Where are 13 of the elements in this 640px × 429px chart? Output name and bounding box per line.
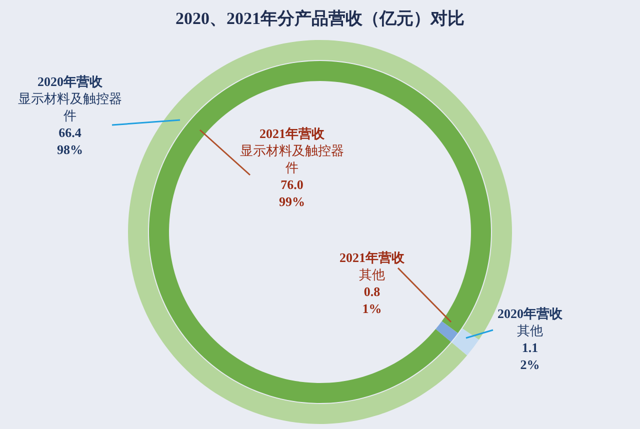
slice-label: 显示材料及触控器件	[18, 91, 122, 123]
slice-label: 其他	[517, 323, 543, 338]
data-label: 66.4 98%	[57, 125, 83, 157]
slice-label: 2021年营收	[260, 126, 326, 141]
text: 2021年营收	[340, 250, 404, 265]
data-label: 1.1 2%	[520, 340, 540, 372]
data-label: 0.8 1%	[362, 284, 382, 316]
data-label: 76.0 99%	[279, 177, 305, 209]
text: 2020年营收	[38, 74, 102, 89]
chart-title: 2020、2021年分产品营收（亿元）对比	[176, 9, 464, 28]
slice-label: 2020年营收	[498, 306, 564, 321]
slice-label: 显示材料及触控器件	[240, 143, 344, 175]
slice-label: 其他	[359, 267, 385, 282]
